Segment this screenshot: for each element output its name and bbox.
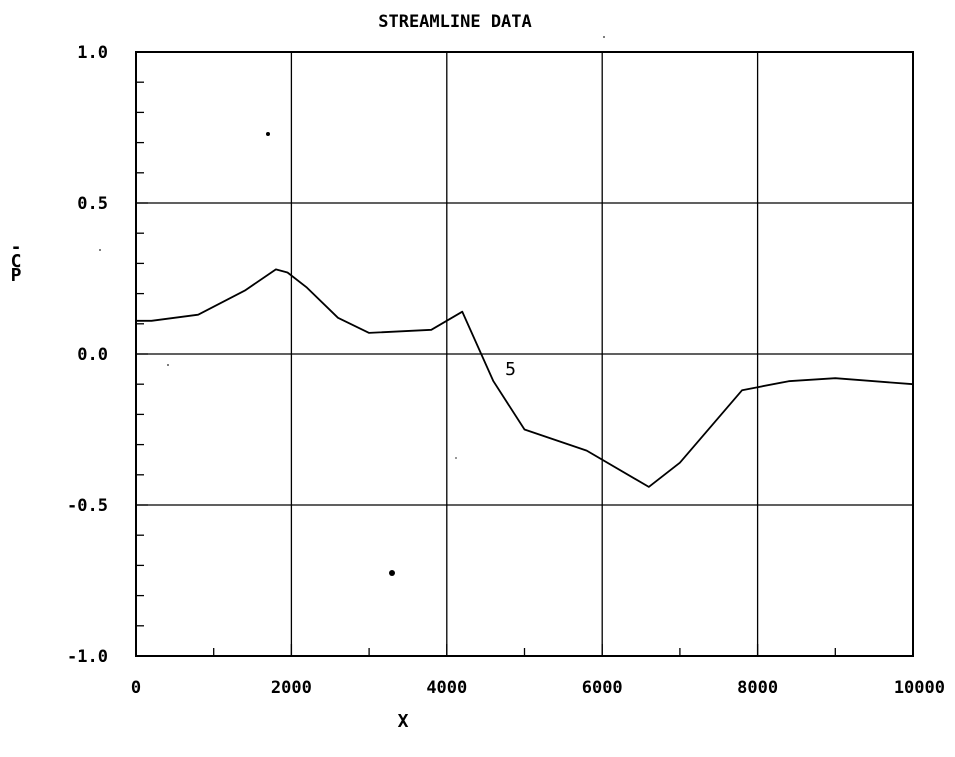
y-tick-label: -1.0 xyxy=(67,647,108,667)
x-tick-label: 6000 xyxy=(582,678,623,698)
y-axis-label-char: - xyxy=(11,237,22,258)
x-axis-label: X xyxy=(398,711,409,732)
speck xyxy=(389,570,395,576)
x-tick-labels: 0 2000 4000 6000 8000 10000 xyxy=(131,678,945,698)
speck xyxy=(266,132,270,136)
gridlines xyxy=(136,52,913,656)
x-tick-label: 4000 xyxy=(426,678,467,698)
y-axis-label-char: P xyxy=(11,265,22,286)
series-label: 5 xyxy=(505,359,516,380)
x-tick-label: 8000 xyxy=(737,678,778,698)
y-tick-label: 1.0 xyxy=(77,43,108,63)
y-tick-label: 0.0 xyxy=(77,345,108,365)
speck xyxy=(99,249,101,251)
speck xyxy=(603,36,605,38)
x-tick-label: 10000 xyxy=(894,678,945,698)
plot-frame xyxy=(135,51,914,657)
x-tick-label: 2000 xyxy=(271,678,312,698)
scan-specks xyxy=(99,36,605,576)
x-tick-label: 0 xyxy=(131,678,141,698)
speck xyxy=(455,457,457,459)
y-axis-label: -CP xyxy=(11,237,22,286)
y-tick-label: 0.5 xyxy=(77,194,108,214)
series-line xyxy=(136,268,914,488)
y-tick-labels: 1.0 0.5 0.0 -0.5 -1.0 xyxy=(67,43,108,667)
y-axis-label-char: C xyxy=(11,251,22,272)
y-tick-label: -0.5 xyxy=(67,496,108,516)
chart-title: STREAMLINE DATA xyxy=(378,12,532,32)
series-lines xyxy=(136,268,914,488)
speck xyxy=(167,364,169,366)
series-labels: 5 xyxy=(505,359,516,380)
